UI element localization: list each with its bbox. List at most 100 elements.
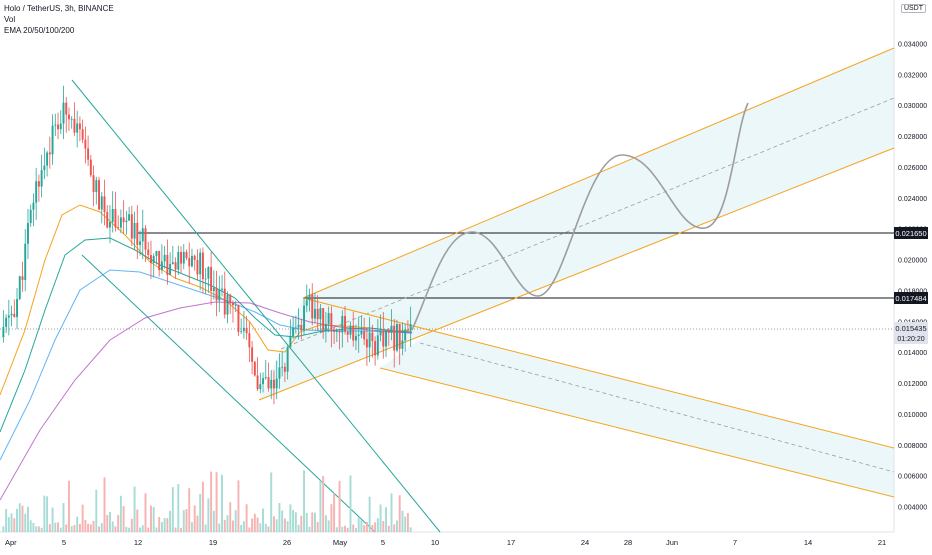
candle	[18, 275, 21, 301]
candle	[100, 192, 103, 224]
time-axis[interactable]: Apr 5 12 19 26 May 5 10 17 24 28 Jun 7 14 21	[5, 538, 886, 547]
candle	[78, 116, 81, 142]
candle	[283, 362, 286, 382]
volume-bar	[253, 513, 256, 532]
candle	[357, 316, 360, 353]
volume-bar	[368, 496, 371, 532]
volume-bar	[125, 526, 128, 532]
candle	[180, 246, 182, 274]
volume-bar	[68, 480, 70, 532]
candle	[2, 310, 5, 343]
ascending-channel-lower[interactable]	[258, 147, 895, 401]
volume-bar	[303, 470, 305, 532]
volume-bar	[357, 517, 360, 532]
trendline-falling-lower[interactable]	[81, 254, 376, 533]
volume-bar	[245, 504, 248, 532]
candle	[136, 205, 139, 260]
price-tick-label: 0.018000	[898, 288, 927, 295]
volume-bar	[57, 522, 59, 532]
volume-bar	[158, 517, 161, 532]
candle	[174, 257, 177, 279]
volume-bar	[54, 522, 57, 532]
volume-bar	[286, 521, 289, 532]
volume-bar	[311, 512, 314, 532]
volume-bar	[62, 503, 65, 532]
volume-bar	[248, 527, 251, 532]
candle	[253, 360, 256, 377]
price-tick-label: 0.006000	[898, 474, 927, 481]
candle	[390, 309, 393, 341]
candle	[177, 245, 180, 275]
candle	[245, 315, 248, 340]
currency-selector[interactable]: USDT	[900, 4, 926, 13]
volume-bar	[13, 518, 16, 532]
candle	[21, 261, 24, 292]
candle	[128, 206, 131, 221]
candle	[406, 320, 409, 333]
ema-label[interactable]: EMA 20/50/100/200	[4, 26, 75, 35]
price-tick-label: 0.034000	[898, 42, 927, 49]
volume-bar	[221, 474, 223, 532]
time-tick-label: Jun	[666, 538, 678, 547]
volume-bar	[374, 522, 377, 532]
candle	[212, 270, 215, 300]
candle	[338, 329, 341, 350]
time-tick-label: 26	[283, 538, 291, 547]
volume-bar	[210, 471, 213, 532]
ascending-channel-upper[interactable]	[302, 47, 895, 299]
time-tick-label: May	[333, 538, 347, 547]
volume-bar	[409, 527, 412, 532]
price-tick-label: 0.026000	[898, 165, 927, 172]
candle	[160, 244, 163, 274]
volume-label[interactable]: Vol	[4, 15, 16, 24]
candle	[141, 209, 144, 260]
trendline-falling-upper[interactable]	[71, 79, 441, 533]
volume-bar	[371, 525, 374, 532]
volume-bar	[185, 509, 188, 532]
volume-bar	[396, 520, 398, 532]
svg-text:0.021650: 0.021650	[895, 229, 926, 238]
candle	[32, 193, 35, 227]
volume-bar	[174, 527, 177, 532]
volume-bar	[133, 486, 136, 532]
price-axis[interactable]: 0.034000 0.032000 0.030000 0.028000 0.026000…	[898, 42, 927, 512]
candle	[259, 372, 262, 394]
volume-bar	[335, 527, 338, 532]
descending-channel-upper[interactable]	[302, 297, 895, 449]
candle	[155, 250, 158, 265]
volume-bar	[275, 519, 278, 532]
candle	[29, 204, 32, 227]
candle	[248, 322, 251, 363]
volume-bar	[262, 508, 264, 532]
candle	[152, 253, 155, 278]
time-tick-label: 10	[431, 538, 439, 547]
candle	[7, 299, 10, 336]
candle	[273, 370, 275, 405]
candle	[201, 247, 204, 294]
candle	[409, 306, 412, 348]
volume-bar	[191, 522, 193, 532]
candle	[319, 303, 322, 333]
candle	[385, 329, 387, 358]
price-tick-label: 0.014000	[898, 350, 927, 357]
volume-bar	[232, 520, 234, 532]
candle	[341, 310, 344, 348]
candle	[314, 292, 316, 324]
symbol-title[interactable]: Holo / TetherUS, 3h, BINANCE	[4, 4, 114, 13]
candle	[374, 336, 377, 366]
volume-bar	[40, 527, 43, 532]
candle	[13, 299, 16, 318]
volume-bar	[169, 510, 172, 532]
descending-channel-lower[interactable]	[379, 367, 895, 498]
volume-bar	[283, 518, 286, 532]
price-candles[interactable]	[2, 85, 412, 405]
volume-bar	[281, 510, 284, 532]
svg-text:0.015435: 0.015435	[895, 324, 926, 333]
volume-bar	[70, 526, 73, 532]
ema-200-line	[0, 301, 413, 501]
volume-bar	[51, 507, 54, 532]
candle	[234, 300, 237, 313]
candle	[171, 245, 174, 265]
